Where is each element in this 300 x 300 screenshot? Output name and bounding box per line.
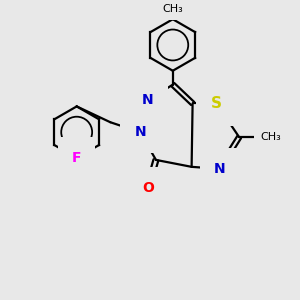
Text: S: S [211, 96, 222, 111]
Text: F: F [72, 151, 81, 165]
Text: N: N [134, 125, 146, 139]
Text: CH₃: CH₃ [260, 132, 281, 142]
Text: CH₃: CH₃ [162, 4, 183, 14]
Text: N: N [142, 94, 154, 107]
Text: N: N [214, 162, 225, 176]
Text: O: O [142, 181, 154, 195]
